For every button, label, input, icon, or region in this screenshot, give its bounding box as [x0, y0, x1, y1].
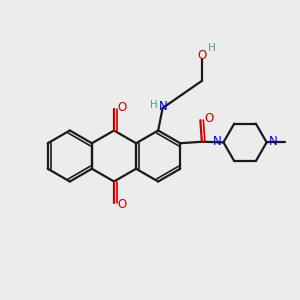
Text: O: O [198, 49, 207, 62]
Text: N: N [159, 100, 168, 113]
Text: N: N [269, 135, 278, 148]
Text: H: H [208, 43, 216, 53]
Text: N: N [212, 135, 221, 148]
Text: O: O [118, 101, 127, 114]
Text: O: O [204, 112, 213, 125]
Text: O: O [118, 198, 127, 211]
Text: H: H [150, 100, 158, 110]
